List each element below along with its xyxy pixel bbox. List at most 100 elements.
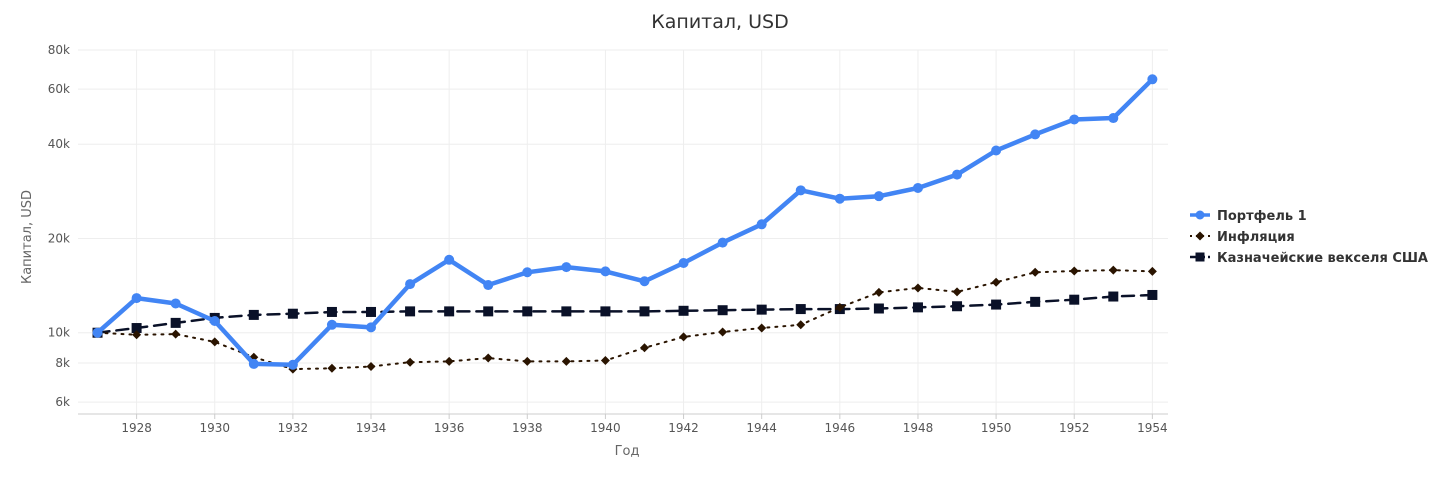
data-point-square [600, 306, 611, 317]
data-point-circle [170, 298, 181, 309]
data-point-diamond [796, 320, 806, 330]
data-point-circle [1030, 129, 1041, 140]
data-point-square [366, 306, 377, 317]
data-point-diamond [952, 287, 962, 297]
legend-item: Казначейские векселя США [1190, 251, 1428, 266]
data-point-square [444, 306, 455, 317]
x-tick-label: 1932 [278, 421, 309, 435]
legend-marker-circle [1195, 210, 1205, 220]
series-circle-group [92, 74, 1158, 370]
series-line-square [96, 293, 1154, 334]
x-tick-label: 1928 [121, 421, 152, 435]
data-point-square [1108, 291, 1119, 302]
data-point-diamond [327, 363, 337, 373]
data-point-circle [1069, 114, 1080, 125]
data-point-square [1069, 294, 1080, 305]
data-point-square [717, 305, 728, 316]
y-tick-label: 60k [48, 82, 70, 96]
data-point-diamond [1147, 266, 1157, 276]
data-point-circle [561, 262, 572, 273]
x-axis-label: Год [615, 444, 640, 459]
data-point-square [522, 306, 533, 317]
legend-label: Инфляция [1217, 230, 1295, 245]
data-point-circle [1108, 113, 1119, 124]
y-tick-label: 40k [48, 137, 70, 151]
series-line-diamond [96, 269, 1154, 371]
x-tick-label: 1942 [668, 421, 699, 435]
data-point-circle [1147, 74, 1158, 85]
data-point-square [678, 305, 689, 316]
grid-layer [78, 49, 1168, 414]
x-tick-label: 1954 [1137, 421, 1168, 435]
data-point-diamond [1030, 267, 1040, 277]
data-point-square [483, 306, 494, 317]
data-point-diamond [522, 356, 532, 366]
data-point-square [952, 301, 963, 312]
data-point-circle [795, 185, 806, 196]
x-tick-label: 1948 [903, 421, 934, 435]
data-point-diamond [991, 277, 1001, 287]
data-point-circle [92, 327, 103, 338]
data-point-diamond [171, 329, 181, 339]
data-point-circle [756, 219, 767, 230]
data-point-circle [131, 293, 142, 304]
data-point-diamond [366, 361, 376, 371]
y-tick-label: 80k [48, 43, 70, 57]
x-tick-label: 1944 [746, 421, 777, 435]
data-point-diamond [600, 356, 610, 366]
legend: Портфель 1 Инфляция Казначейские векселя С… [1190, 209, 1428, 266]
legend-item: Инфляция [1190, 230, 1295, 245]
data-point-circle [366, 322, 377, 333]
x-tick-label: 1938 [512, 421, 543, 435]
data-point-circle [600, 266, 611, 277]
data-point-circle [912, 182, 923, 193]
data-point-square [795, 304, 806, 315]
data-point-diamond [444, 356, 454, 366]
data-point-square [873, 303, 884, 314]
data-point-square [1030, 296, 1041, 307]
data-point-circle [991, 145, 1002, 156]
x-tick-label: 1940 [590, 421, 621, 435]
data-point-circle [287, 359, 298, 370]
data-point-diamond [561, 356, 571, 366]
legend-marker-square [1195, 252, 1205, 262]
data-point-diamond [1108, 265, 1118, 275]
y-tick-label: 6k [55, 395, 70, 409]
data-point-circle [717, 237, 728, 248]
data-point-circle [834, 193, 845, 204]
x-tick-label: 1952 [1059, 421, 1090, 435]
data-point-square [912, 302, 923, 313]
data-point-square [561, 306, 572, 317]
data-point-diamond [210, 337, 220, 347]
legend-item: Портфель 1 [1190, 209, 1307, 224]
x-tick-label: 1950 [981, 421, 1012, 435]
series-square-group [92, 289, 1158, 338]
data-point-square [131, 323, 142, 334]
data-point-square [1147, 289, 1158, 300]
data-point-square [405, 306, 416, 317]
data-point-diamond [757, 323, 767, 333]
data-point-circle [444, 254, 455, 265]
series-layer [92, 74, 1158, 374]
legend-label: Портфель 1 [1217, 209, 1307, 224]
data-point-circle [483, 280, 494, 291]
data-point-diamond [1069, 266, 1079, 276]
y-tick-label: 8k [55, 356, 70, 370]
data-point-square [756, 304, 767, 315]
data-point-square [287, 308, 298, 319]
data-point-circle [248, 358, 259, 369]
data-point-diamond [913, 283, 923, 293]
data-point-circle [326, 319, 337, 330]
chart-title: Капитал, USD [651, 11, 788, 33]
x-tick-label: 1936 [434, 421, 465, 435]
data-point-circle [209, 316, 220, 327]
data-point-diamond [639, 343, 649, 353]
data-point-circle [405, 279, 416, 290]
data-point-diamond [483, 353, 493, 363]
data-point-diamond [679, 332, 689, 342]
data-point-diamond [718, 327, 728, 337]
legend-label: Казначейские векселя США [1217, 251, 1428, 266]
data-point-circle [678, 257, 689, 268]
data-point-square [326, 306, 337, 317]
